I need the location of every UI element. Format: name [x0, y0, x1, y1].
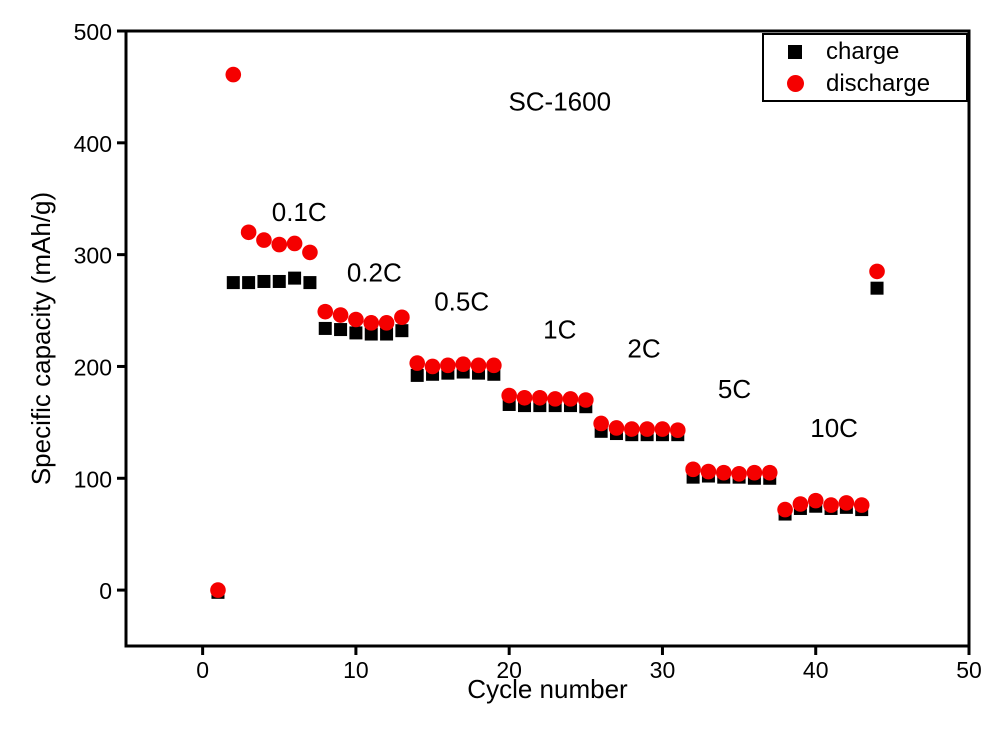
- y-tick-label: 400: [74, 131, 112, 157]
- data-point: [317, 303, 334, 320]
- data-point: [700, 463, 717, 480]
- data-point: [364, 327, 378, 341]
- data-point: [395, 324, 409, 338]
- legend-item-discharge: discharge: [764, 70, 966, 98]
- data-point: [424, 358, 441, 375]
- discharge-series: [210, 66, 885, 598]
- x-tick-label: 30: [650, 657, 676, 683]
- data-point: [394, 309, 410, 326]
- data-point: [242, 276, 256, 290]
- data-point: [608, 420, 625, 436]
- annotations: SC-1600 0.1C 0.2C 0.5C 1C 2C 5C 10C: [272, 86, 858, 443]
- rate-label: 5C: [718, 374, 751, 404]
- data-point: [410, 368, 424, 382]
- data-point: [715, 464, 732, 481]
- sample-title: SC-1600: [508, 86, 611, 116]
- legend-item-charge: charge: [764, 38, 966, 66]
- data-point: [761, 464, 778, 481]
- data-point: [257, 274, 271, 288]
- data-point: [271, 236, 288, 253]
- discharge-marker-cell: [764, 75, 826, 92]
- y-tick-label: 500: [74, 19, 112, 45]
- data-point: [777, 501, 793, 518]
- x-axis-title: Cycle number: [467, 674, 628, 704]
- data-point: [823, 497, 839, 513]
- y-axis: 0 100 200 300 400 500: [74, 19, 126, 604]
- data-point: [501, 387, 517, 404]
- data-point: [240, 224, 257, 241]
- charge-square-icon: [788, 44, 802, 59]
- x-tick-label: 0: [196, 657, 209, 683]
- data-point: [486, 357, 502, 374]
- data-point: [731, 466, 747, 482]
- data-point: [669, 422, 686, 438]
- data-point: [288, 271, 302, 285]
- data-point: [870, 281, 884, 295]
- x-tick-label: 10: [343, 657, 369, 683]
- discharge-circle-icon: [786, 75, 804, 92]
- y-tick-label: 0: [99, 578, 112, 604]
- x-tick-label: 50: [956, 657, 982, 683]
- data-point: [380, 327, 394, 341]
- data-point: [578, 392, 594, 408]
- data-point: [225, 66, 242, 83]
- data-point: [807, 492, 824, 509]
- data-point: [593, 415, 609, 432]
- data-point: [378, 315, 395, 331]
- data-point: [303, 276, 317, 290]
- data-point: [455, 356, 472, 373]
- legend-label-discharge: discharge: [826, 69, 931, 97]
- rate-label: 1C: [543, 315, 576, 345]
- data-point: [853, 497, 870, 513]
- data-point: [624, 421, 640, 437]
- data-point: [332, 307, 349, 323]
- data-point: [639, 421, 655, 437]
- legend: charge discharge: [762, 33, 968, 102]
- data-point: [440, 357, 456, 374]
- data-point: [256, 232, 272, 248]
- data-point: [286, 235, 303, 252]
- data-point: [547, 391, 563, 407]
- rate-label: 2C: [627, 334, 660, 364]
- data-point: [302, 244, 318, 261]
- data-point: [318, 321, 332, 335]
- data-point: [409, 355, 426, 371]
- data-point: [532, 389, 548, 406]
- data-point: [470, 357, 487, 374]
- rate-label: 10C: [810, 413, 858, 443]
- data-point: [746, 464, 763, 481]
- charge-marker-cell: [764, 44, 826, 59]
- rate-label: 0.1C: [272, 197, 327, 227]
- data-point: [562, 391, 579, 407]
- rate-label: 0.2C: [347, 258, 402, 288]
- y-axis-title: Specific capacity (mAh/g): [26, 192, 56, 485]
- data-point: [869, 263, 885, 280]
- data-point: [792, 496, 809, 512]
- x-tick-label: 40: [803, 657, 829, 683]
- rate-label: 0.5C: [434, 287, 489, 317]
- legend-label-charge: charge: [826, 37, 900, 65]
- data-point: [272, 274, 286, 288]
- data-point: [226, 276, 240, 290]
- data-point: [654, 421, 671, 437]
- x-tick-label: 20: [496, 657, 522, 683]
- y-tick-label: 200: [74, 354, 112, 380]
- data-point: [838, 495, 855, 511]
- data-point: [349, 326, 363, 340]
- y-tick-label: 300: [74, 243, 112, 269]
- y-tick-label: 100: [74, 466, 112, 492]
- data-point: [363, 315, 380, 331]
- data-point: [210, 582, 226, 598]
- data-point: [685, 461, 701, 478]
- data-point: [348, 311, 364, 328]
- plot-border: [124, 29, 971, 648]
- data-point: [516, 389, 533, 406]
- data-point: [334, 323, 348, 337]
- x-axis: 0 10 20 30 40 50: [196, 646, 982, 683]
